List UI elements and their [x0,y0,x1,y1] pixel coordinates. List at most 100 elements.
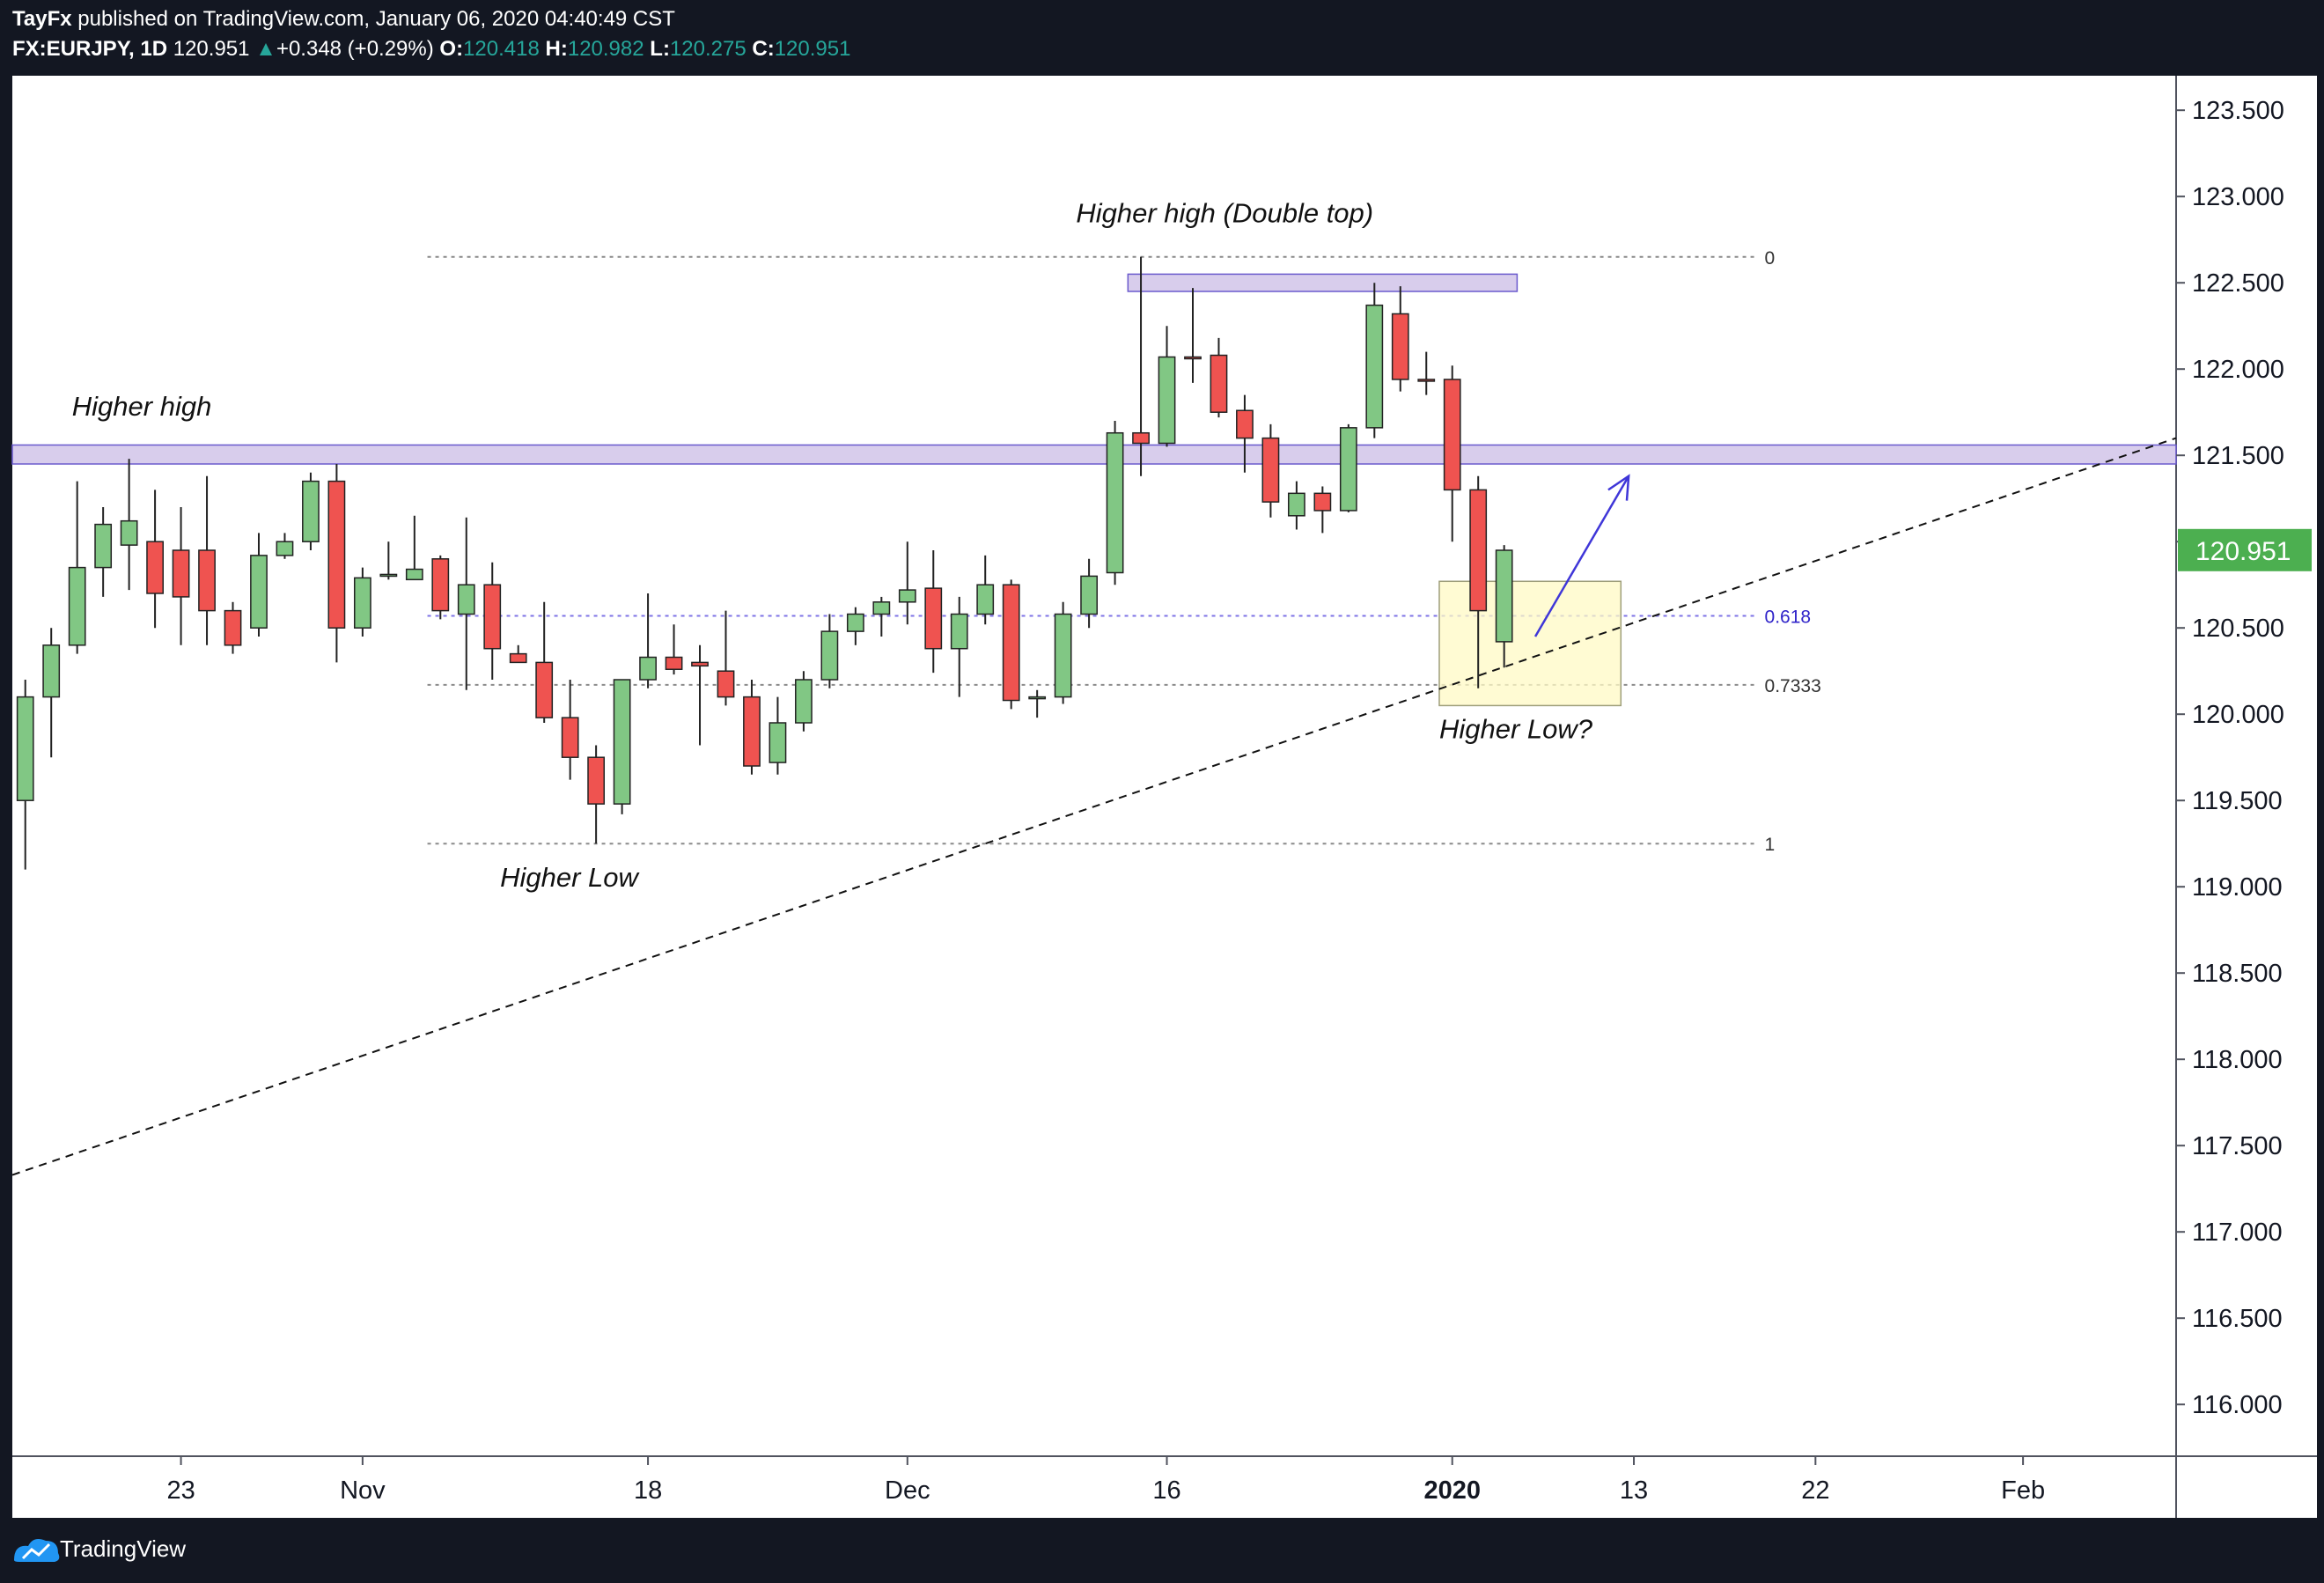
footer: TradingView [0,1518,2324,1583]
candle-body [1391,313,1409,380]
time-axis[interactable] [12,1456,2176,1518]
x-tick-label: 13 [1620,1476,1648,1505]
x-tick-label: 18 [634,1476,662,1505]
candle-body [405,568,423,581]
close-label: C: [752,37,775,61]
candle-body [1261,437,1280,503]
candle-body [846,613,864,632]
annotation-label: Higher high [72,391,212,422]
x-tick-label: 22 [1801,1476,1829,1505]
high-value: 120.982 [567,37,644,61]
y-tick-label: 116.000 [2192,1391,2283,1419]
candle-body [94,523,113,569]
candle-body [1080,575,1098,615]
candle-body [1184,356,1202,360]
candle-body [639,656,657,681]
candle-body [1132,431,1150,445]
x-axis-ticks: 23 Nov 18 Dec 16 2020 13 22 Feb [166,1456,2045,1505]
candle-body [120,519,138,546]
candle-body [561,717,579,758]
candle-body [1054,613,1072,698]
candle-body [665,656,683,670]
zone-resistance [11,444,2177,465]
candle-body [1002,584,1020,702]
candle-body [795,679,813,724]
candle-body [276,541,294,556]
highlight-box-group[interactable] [1438,580,1622,707]
y-tick-label: 119.500 [2192,787,2283,815]
brand-name[interactable]: TradingView [60,1535,187,1562]
y-tick-label: 118.000 [2192,1046,2283,1074]
candle-body [1287,492,1305,517]
fib-level-label: 0 [1765,248,1776,269]
candle-body [1106,431,1124,574]
arrow-head-icon [1607,474,1630,501]
ohlc-line: FX:EURJPY, 1D 120.951 ▲+0.348 (+0.29%) O… [12,37,850,62]
published-text: published on TradingView.com, January 06… [77,7,675,31]
candle-body [1158,356,1176,445]
plot-area[interactable] [12,76,2176,1456]
candle-body [820,630,839,681]
candle-body [1210,354,1228,413]
last-price: 120.951 [173,37,250,61]
x-tick-label: Nov [340,1476,386,1505]
candle-body [1236,409,1254,439]
candle-body [743,696,761,767]
candle-body [1313,492,1332,512]
y-tick-label: 121.500 [2192,442,2284,470]
candle-body [1028,696,1047,700]
annotation-label: Higher Low? [1439,714,1593,745]
author-name[interactable]: TayFx [12,7,72,31]
candle-body [613,679,631,805]
annotations: Higher high (Double top) Higher high Highe… [72,198,1593,894]
y-tick-label: 117.000 [2192,1219,2283,1247]
low-label: L: [650,37,670,61]
candle-body [587,756,606,805]
candle-body [717,670,735,698]
current-price-label: 120.951 [2195,537,2291,566]
candle-body [509,652,527,664]
x-tick-label: 23 [166,1476,195,1505]
fib-level-label: 1 [1765,835,1776,855]
candle-body [431,558,450,612]
annotation-label: Higher high (Double top) [1076,198,1373,229]
fib-level-label: 0.618 [1765,607,1812,627]
candle-body [146,541,164,594]
candle-body [769,722,787,763]
x-tick-label: Feb [2001,1476,2045,1505]
x-tick-label: 2020 [1423,1476,1481,1505]
fib-level-label: 0.7333 [1765,676,1821,696]
y-tick-label: 119.000 [2192,873,2283,902]
open-value: 120.418 [463,37,540,61]
x-tick-label: 16 [1152,1476,1180,1505]
y-tick-label: 122.500 [2192,269,2284,298]
y-tick-label: 117.500 [2192,1132,2283,1160]
candle-body [353,577,371,629]
candle-body [42,644,61,698]
y-tick-label: 123.500 [2192,97,2284,125]
candle-body [327,480,346,629]
candles [16,256,1513,870]
y-axis-ticks: 123.500123.000122.500122.000121.500121.0… [2176,97,2284,1419]
candle-body [898,589,916,603]
candle-body [1339,427,1357,512]
candle-body [1495,549,1513,643]
trendline-group[interactable] [11,437,2177,1176]
low-value: 120.275 [669,37,746,61]
symbol-label[interactable]: FX:EURJPY, 1D [12,37,168,61]
candle-body [535,661,554,718]
candle-body [68,566,86,646]
y-tick-label: 116.500 [2192,1305,2283,1333]
candle-body [483,584,502,650]
arrow-group[interactable] [1533,474,1630,637]
chart-header: TayFx published on TradingView.com, Janu… [0,0,2324,76]
candle-body [16,696,34,801]
annotation-label: Higher Low [500,862,640,893]
candle-body [1365,304,1384,429]
change-value: +0.348 (+0.29%) [276,37,434,61]
highlight-box [1438,580,1622,707]
price-axis[interactable] [2176,76,2317,1518]
tradingview-logo-icon[interactable] [11,1532,63,1567]
fib-retracement[interactable]: 0 0.618 0.7333 1 [427,248,1821,855]
